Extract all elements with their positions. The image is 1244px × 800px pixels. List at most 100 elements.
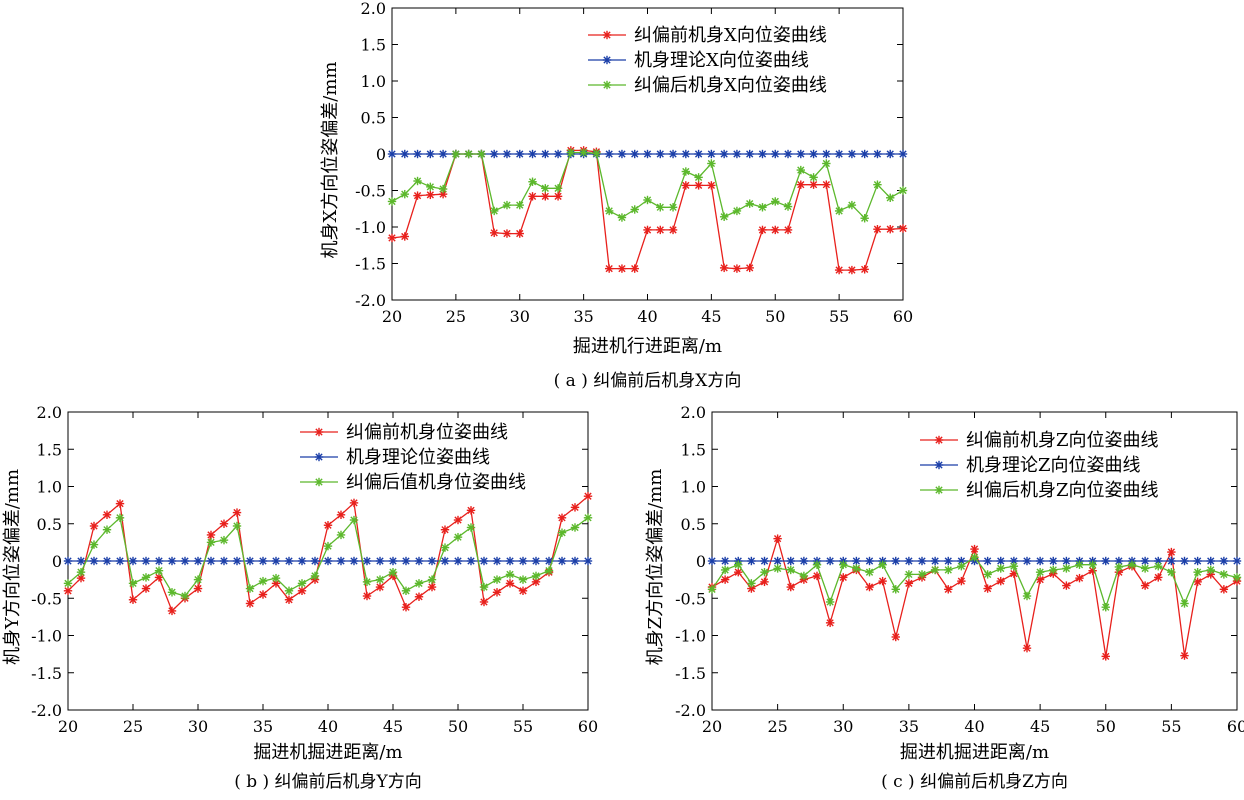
data-point — [1009, 556, 1019, 566]
data-point — [891, 556, 900, 566]
data-point — [1049, 556, 1058, 566]
data-point — [413, 176, 422, 186]
marker-stroke — [721, 557, 729, 565]
marker-stroke — [1115, 557, 1123, 565]
data-point — [579, 148, 588, 157]
marker-stroke — [1115, 563, 1123, 571]
data-point — [541, 192, 550, 201]
data-point — [349, 515, 359, 525]
marker-stroke — [707, 150, 716, 158]
marker-stroke — [480, 598, 488, 606]
data-point — [89, 556, 99, 566]
data-point — [822, 149, 831, 159]
marker-stroke — [554, 192, 562, 200]
data-point — [1035, 575, 1045, 584]
marker-stroke — [467, 557, 475, 565]
marker-stroke — [493, 588, 501, 596]
marker-stroke — [503, 150, 511, 158]
data-point — [387, 197, 397, 206]
data-point — [479, 597, 489, 607]
marker-stroke — [1036, 557, 1044, 565]
data-point — [681, 167, 691, 176]
data-point — [102, 525, 112, 534]
marker-stroke — [207, 538, 215, 547]
marker-stroke — [839, 561, 847, 569]
data-point — [323, 556, 333, 566]
data-point — [630, 149, 639, 159]
marker-stroke — [905, 557, 913, 565]
y-tick-label: -1.5 — [675, 664, 706, 683]
data-point — [720, 575, 730, 584]
marker-stroke — [428, 557, 436, 565]
data-point — [336, 510, 346, 520]
marker-stroke — [376, 583, 384, 591]
marker-stroke — [720, 264, 728, 272]
data-point — [930, 556, 940, 566]
data-point — [983, 570, 992, 579]
marker-stroke — [415, 579, 423, 587]
data-point — [245, 556, 255, 566]
data-point — [771, 197, 780, 206]
data-point — [531, 571, 541, 581]
marker-stroke — [618, 264, 626, 273]
marker-stroke — [467, 523, 475, 532]
marker-stroke — [957, 562, 966, 570]
marker-stroke — [997, 577, 1005, 585]
marker-stroke — [643, 196, 652, 204]
data-point — [734, 560, 743, 569]
marker-stroke — [734, 561, 742, 569]
marker-stroke — [784, 202, 792, 211]
marker-stroke — [467, 506, 475, 514]
marker-stroke — [905, 570, 913, 579]
marker-stroke — [116, 499, 124, 508]
marker-stroke — [584, 514, 592, 522]
marker-stroke — [579, 148, 588, 157]
data-point — [796, 180, 805, 189]
data-point — [528, 192, 537, 201]
chart-caption: ( b ) 纠偏前后机身Y方向 — [234, 772, 422, 792]
data-point — [860, 214, 869, 223]
data-point — [102, 556, 112, 566]
legend-item: 纠偏前机身位姿曲线 — [300, 422, 508, 443]
marker-stroke — [506, 570, 514, 579]
data-point — [865, 567, 874, 577]
marker-stroke — [1049, 557, 1057, 565]
data-point — [773, 534, 782, 543]
marker-stroke — [532, 578, 540, 586]
data-point — [400, 189, 409, 199]
data-point — [834, 149, 844, 159]
marker-stroke — [758, 150, 767, 158]
marker-stroke — [168, 557, 176, 565]
marker-stroke — [389, 557, 397, 565]
marker-stroke — [246, 584, 254, 593]
data-point — [387, 149, 397, 159]
marker-stroke — [1023, 557, 1031, 565]
y-tick-label: 1.5 — [37, 440, 62, 459]
chart-caption: ( c ) 纠偏前后机身Z方向 — [881, 772, 1068, 792]
data-point — [904, 579, 914, 588]
marker-stroke — [558, 514, 566, 522]
data-point — [617, 213, 627, 222]
marker-stroke — [1141, 581, 1149, 590]
marker-stroke — [631, 150, 639, 158]
marker-stroke — [413, 150, 422, 158]
marker-stroke — [194, 584, 202, 593]
marker-stroke — [298, 557, 306, 565]
data-point — [219, 535, 229, 545]
data-point — [898, 149, 908, 159]
data-point — [865, 582, 874, 592]
data-point — [553, 192, 563, 201]
marker-stroke — [516, 229, 524, 238]
marker-stroke — [532, 557, 540, 565]
y-tick-label: -0.5 — [31, 589, 62, 608]
marker-stroke — [886, 194, 894, 202]
marker-stroke — [605, 150, 613, 158]
data-point — [898, 224, 908, 233]
data-point — [219, 556, 229, 566]
data-point — [515, 149, 524, 159]
legend-label: 纠偏前机身位姿曲线 — [346, 422, 508, 443]
chart-panel-c: 2.0 1.5 1.0 0.5 0 -0.5 -1.0 -1.5 -2.020 25 30 35 40 4… — [645, 403, 1244, 792]
marker-stroke — [388, 197, 396, 206]
marker-stroke — [826, 598, 834, 606]
data-point — [745, 149, 754, 159]
